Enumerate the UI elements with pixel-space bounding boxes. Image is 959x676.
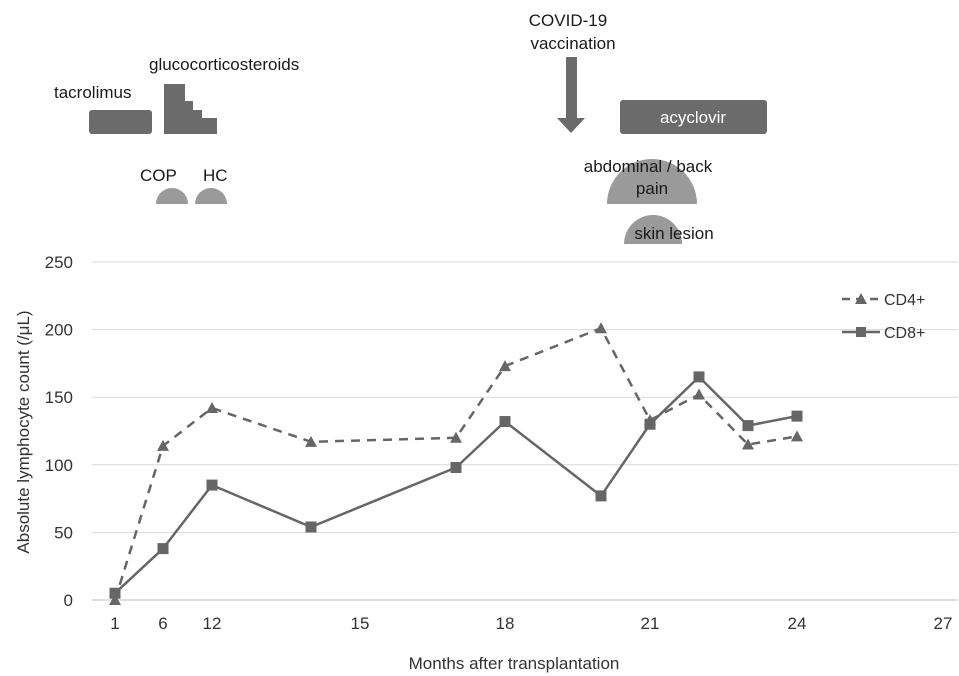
- cop-dome: [156, 188, 188, 204]
- series: [109, 322, 803, 605]
- data-point-cd8: [305, 521, 317, 533]
- data-point-cd4: [791, 430, 803, 442]
- glucocorticosteroids-label: glucocorticosteroids: [149, 55, 299, 74]
- cop-label: COP: [140, 166, 177, 185]
- y-tick-label: 150: [45, 388, 73, 407]
- skin-lesion-dome: [624, 215, 682, 244]
- legend-cd4-label: CD4+: [884, 292, 925, 309]
- y-tick-labels: 0 50 100 150 200 250: [45, 253, 73, 610]
- y-axis-title: Absolute lymphocyte count (/μL): [14, 310, 33, 553]
- legend-item-cd8: CD8+: [842, 325, 925, 342]
- y-tick-label: 250: [45, 253, 73, 272]
- y-tick-label: 100: [45, 456, 73, 475]
- skin-lesion-label: skin lesion: [634, 224, 713, 243]
- covid-label-line1: COVID-19: [529, 11, 607, 30]
- covid-label-line2: vaccination: [530, 34, 615, 53]
- data-point-cd4: [595, 322, 607, 334]
- abdominal-pain-label-line1: abdominal / back: [584, 157, 713, 176]
- data-point-cd8: [157, 543, 169, 555]
- tacrolimus-label: tacrolimus: [54, 83, 131, 102]
- legend-cd8-square-icon: [856, 327, 866, 337]
- annotations: tacrolimus glucocorticosteroids COP HC C…: [54, 11, 767, 244]
- data-point-cd8: [693, 371, 705, 383]
- data-point-cd4: [693, 388, 705, 400]
- data-point-cd4: [109, 594, 121, 605]
- data-point-cd4: [305, 435, 317, 447]
- data-point-cd8: [450, 462, 462, 474]
- data-point-cd8: [499, 416, 511, 428]
- gridlines: [92, 261, 958, 601]
- glucocorticosteroid-taper-shape: [164, 84, 217, 134]
- tacrolimus-bar: [89, 110, 152, 134]
- x-tick-label: 15: [351, 614, 370, 633]
- y-tick-label: 50: [54, 523, 73, 542]
- legend-item-cd4: CD4+: [842, 292, 925, 309]
- abdominal-pain-dome: [607, 159, 697, 204]
- x-tick-label: 21: [641, 614, 660, 633]
- hc-dome: [195, 188, 227, 204]
- y-tick-label: 0: [64, 591, 73, 610]
- data-point-cd4: [742, 438, 754, 450]
- x-tick-labels: 1 6 12 15 18 21 24 27: [110, 614, 952, 633]
- data-point-cd8: [791, 410, 803, 422]
- data-point-cd4: [206, 402, 218, 414]
- acyclovir-bar: [620, 100, 767, 134]
- legend-cd4-triangle-icon: [855, 293, 867, 304]
- x-tick-label: 27: [934, 614, 953, 633]
- data-point-cd8: [206, 479, 218, 491]
- legend: CD4+ CD8+: [842, 292, 925, 342]
- data-point-cd4: [157, 439, 169, 451]
- covid-vaccination-arrow: [557, 57, 585, 133]
- x-tick-label: 1: [110, 614, 119, 633]
- x-tick-label: 12: [203, 614, 222, 633]
- legend-cd8-label: CD8+: [884, 325, 925, 342]
- x-axis-title: Months after transplantation: [409, 654, 620, 673]
- abdominal-pain-label-line2: pain: [636, 179, 668, 198]
- data-point-cd4: [499, 360, 511, 372]
- x-tick-label: 18: [496, 614, 515, 633]
- hc-label: HC: [203, 166, 228, 185]
- x-tick-label: 6: [158, 614, 167, 633]
- y-tick-label: 200: [45, 321, 73, 340]
- data-point-cd8: [742, 420, 754, 432]
- data-point-cd8: [644, 418, 656, 430]
- data-point-cd8: [595, 490, 607, 502]
- x-tick-label: 24: [788, 614, 807, 633]
- data-point-cd8: [109, 587, 121, 599]
- acyclovir-label: acyclovir: [660, 108, 726, 127]
- data-point-cd4: [450, 431, 462, 443]
